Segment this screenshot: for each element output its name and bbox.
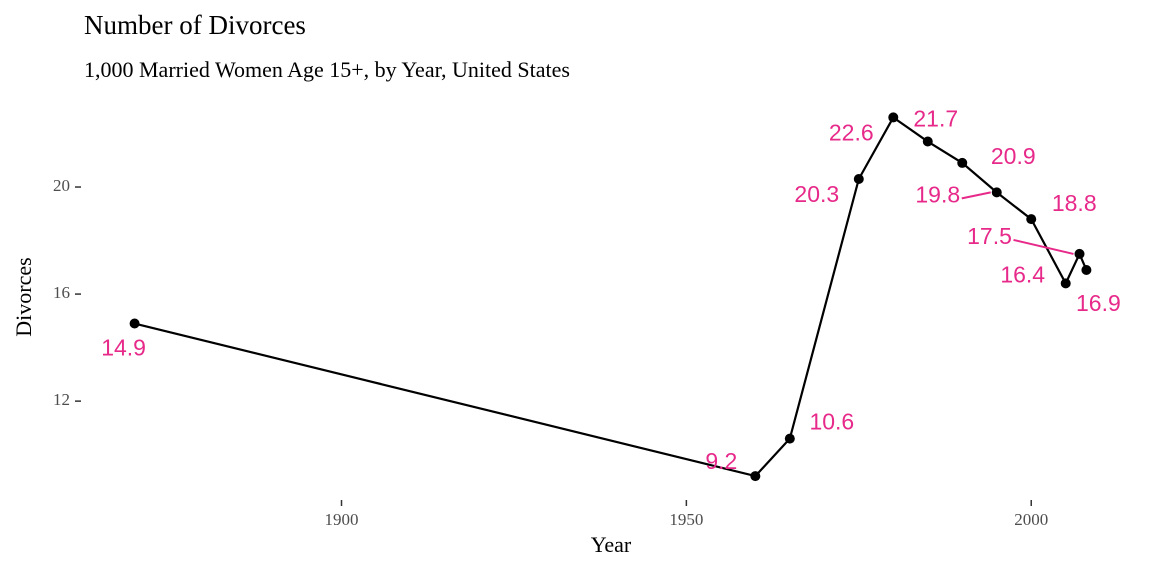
point	[1081, 264, 1092, 275]
label-leader	[961, 191, 991, 200]
data-label: 22.6	[829, 120, 874, 146]
data-label: 17.5	[967, 223, 1012, 249]
point	[853, 173, 864, 184]
point	[1074, 248, 1085, 259]
point	[888, 112, 899, 123]
x-tick-label: 1900	[325, 510, 359, 529]
data-label: 14.9	[101, 335, 146, 361]
x-tick-label: 1950	[669, 510, 703, 529]
y-tick-label: 12	[53, 390, 70, 409]
y-tick-label: 16	[53, 283, 70, 302]
x-tick-label: 2000	[1014, 510, 1048, 529]
line	[134, 115, 1088, 478]
y-tick-label: 20	[53, 176, 70, 195]
point	[922, 136, 933, 147]
label-leader	[1013, 238, 1074, 255]
chart-subtitle: 1,000 Married Women Age 15+, by Year, Un…	[84, 57, 570, 82]
data-label: 10.6	[809, 409, 854, 435]
data-label: 20.9	[991, 143, 1036, 169]
point	[957, 157, 968, 168]
point	[991, 187, 1002, 198]
point	[784, 433, 795, 444]
point	[1026, 214, 1037, 225]
data-label: 21.7	[913, 106, 958, 132]
point	[750, 471, 761, 482]
point	[1060, 278, 1071, 289]
y-axis-title: Divorces	[11, 257, 36, 336]
data-label: 9.2	[705, 448, 737, 474]
data-label: 19.8	[915, 181, 960, 207]
data-label: 16.4	[1000, 261, 1045, 287]
data-label: 16.9	[1076, 290, 1121, 316]
chart-title: Number of Divorces	[84, 10, 306, 40]
x-axis-title: Year	[591, 532, 632, 557]
data-label: 18.8	[1052, 190, 1097, 216]
data-label: 20.3	[794, 181, 839, 207]
point	[129, 318, 140, 329]
